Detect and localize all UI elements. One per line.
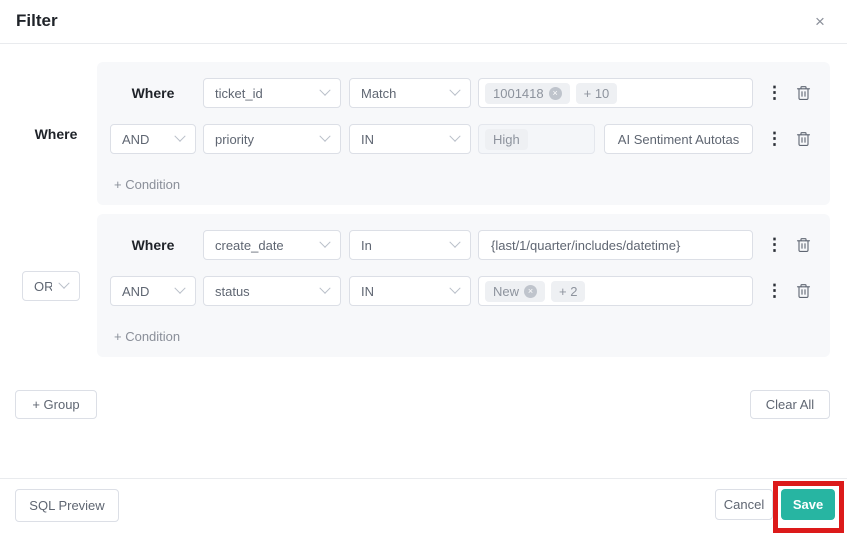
chevron-down-icon xyxy=(58,277,70,289)
delete-row-icon[interactable] xyxy=(796,85,811,101)
field-select[interactable]: create_date xyxy=(203,230,341,260)
group2-connector-select[interactable]: OR xyxy=(22,271,80,301)
delete-row-icon[interactable] xyxy=(796,283,811,299)
add-condition-link[interactable]: + Condition xyxy=(114,177,181,192)
tag-close-icon[interactable]: × xyxy=(524,284,538,298)
logic-select-value: AND xyxy=(122,131,150,147)
value-tag-overflow: + 2 xyxy=(551,280,586,302)
tag-close-icon[interactable]: × xyxy=(548,86,562,100)
value-tag: High xyxy=(485,128,528,150)
value-tag-text: + 10 xyxy=(583,85,610,101)
field-select[interactable]: priority xyxy=(203,124,341,154)
value-input-disabled[interactable]: High xyxy=(478,124,595,154)
delete-row-icon[interactable] xyxy=(796,131,811,147)
condition-row: AND priority IN High AI Sentiment Autota… xyxy=(110,124,811,154)
operator-select-value: In xyxy=(361,237,372,253)
condition-row: Where ticket_id Match 1001418 × + 10 ⋮ xyxy=(110,78,811,108)
chevron-down-icon xyxy=(319,84,331,96)
condition-row: Where create_date In {last/1/quarter/inc… xyxy=(110,230,811,260)
value-input[interactable]: {last/1/quarter/includes/datetime} xyxy=(478,230,753,260)
row-prefix-label: Where xyxy=(131,85,175,101)
field-select[interactable]: status xyxy=(203,276,341,306)
value-tag-text: New xyxy=(493,283,520,299)
condition-group-1: Where ticket_id Match 1001418 × + 10 ⋮ xyxy=(97,62,830,205)
clear-all-button[interactable]: Clear All xyxy=(750,390,830,419)
value-tag-text: 1001418 xyxy=(493,85,544,101)
operator-select[interactable]: Match xyxy=(349,78,471,108)
chevron-down-icon xyxy=(449,84,461,96)
operator-select[interactable]: IN xyxy=(349,124,471,154)
or-select-value: OR xyxy=(34,278,52,294)
delete-row-icon[interactable] xyxy=(796,237,811,253)
chevron-down-icon xyxy=(319,236,331,248)
value-tag: New × xyxy=(485,280,546,302)
condition-row: AND status IN New × + 2 ⋮ xyxy=(110,276,811,306)
logic-select[interactable]: AND xyxy=(110,276,196,306)
value-input[interactable]: 1001418 × + 10 xyxy=(478,78,753,108)
field-select-value: create_date xyxy=(215,237,284,253)
row-menu-icon[interactable]: ⋮ xyxy=(766,235,783,254)
value-tag-overflow: + 10 xyxy=(575,82,618,104)
row-menu-icon[interactable]: ⋮ xyxy=(766,281,783,300)
field-select-value: priority xyxy=(215,131,255,147)
chevron-down-icon xyxy=(449,282,461,294)
operator-select-value: IN xyxy=(361,131,374,147)
value-tag-text: + 2 xyxy=(559,283,578,299)
operator-select[interactable]: IN xyxy=(349,276,471,306)
value-tag: 1001418 × xyxy=(485,82,570,104)
add-group-button[interactable]: + Group xyxy=(15,390,97,419)
sql-preview-button[interactable]: SQL Preview xyxy=(15,489,119,522)
add-condition-link[interactable]: + Condition xyxy=(114,329,181,344)
operator-select-value: IN xyxy=(361,283,374,299)
ai-sentiment-button[interactable]: AI Sentiment Autotas xyxy=(604,124,753,154)
chevron-down-icon xyxy=(174,130,186,142)
chevron-down-icon xyxy=(449,236,461,248)
value-tag-text: High xyxy=(493,131,520,147)
save-button[interactable]: Save xyxy=(781,489,835,520)
dialog-title: Filter xyxy=(16,11,58,30)
chevron-down-icon xyxy=(449,130,461,142)
condition-group-2: Where create_date In {last/1/quarter/inc… xyxy=(97,214,830,357)
logic-select[interactable]: AND xyxy=(110,124,196,154)
header-divider xyxy=(0,43,847,44)
group1-connector-label: Where xyxy=(34,126,78,142)
chevron-down-icon xyxy=(319,130,331,142)
row-prefix-label: Where xyxy=(131,237,175,253)
row-menu-icon[interactable]: ⋮ xyxy=(766,83,783,102)
field-select-value: status xyxy=(215,283,250,299)
chevron-down-icon xyxy=(319,282,331,294)
chevron-down-icon xyxy=(174,282,186,294)
row-menu-icon[interactable]: ⋮ xyxy=(766,129,783,148)
field-select[interactable]: ticket_id xyxy=(203,78,341,108)
value-input[interactable]: New × + 2 xyxy=(478,276,753,306)
field-select-value: ticket_id xyxy=(215,85,263,101)
operator-select-value: Match xyxy=(361,85,397,101)
logic-select-value: AND xyxy=(122,283,150,299)
operator-select[interactable]: In xyxy=(349,230,471,260)
footer-divider xyxy=(0,478,847,479)
close-icon[interactable]: × xyxy=(815,12,825,31)
cancel-button[interactable]: Cancel xyxy=(715,489,773,520)
